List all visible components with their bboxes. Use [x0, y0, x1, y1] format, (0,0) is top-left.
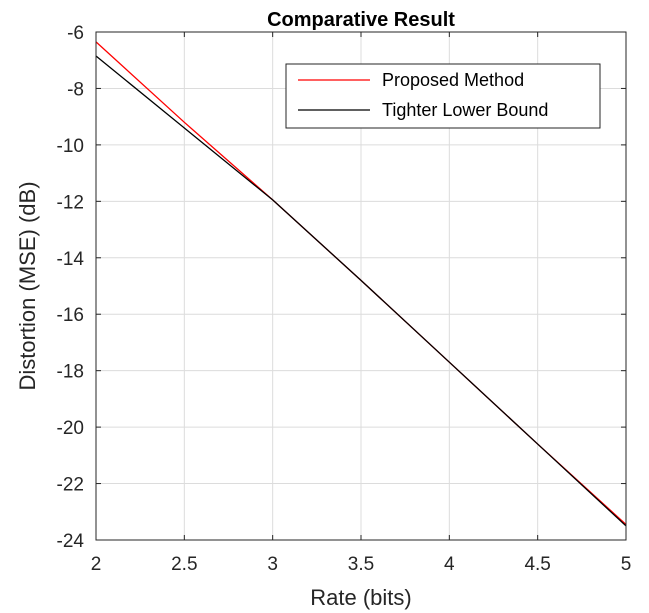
y-tick-label: -8	[67, 79, 84, 100]
x-tick-label: 3	[267, 554, 278, 575]
tick-marks	[95, 31, 627, 541]
series-line-1	[95, 55, 627, 527]
legend-box	[285, 63, 601, 129]
y-tick-label: -18	[57, 362, 84, 383]
legend-label-1: Tighter Lower Bound	[382, 100, 548, 120]
y-tick-label: -22	[57, 475, 84, 496]
legend-label-0: Proposed Method	[382, 70, 524, 90]
x-tick-labels: 2 2.5 3 3.5 4 4.5 5	[91, 554, 632, 575]
y-tick-label: -6	[67, 23, 84, 44]
x-axis-label: Rate (bits)	[310, 585, 411, 610]
y-tick-labels: -24 -22 -20 -18 -16 -14 -12 -10 -8 -6	[57, 23, 85, 552]
y-tick-label: -10	[57, 136, 84, 157]
y-tick-label: -16	[57, 305, 84, 326]
y-tick-label: -14	[57, 249, 85, 270]
x-tick-label: 3.5	[348, 554, 374, 575]
series-lines	[95, 41, 627, 527]
y-tick-label: -24	[57, 531, 85, 552]
y-tick-label: -20	[57, 418, 84, 439]
y-tick-label: -12	[57, 192, 84, 213]
x-tick-label: 2.5	[171, 554, 197, 575]
y-axis-label: Distortion (MSE) (dB)	[15, 181, 40, 390]
x-tick-label: 4	[444, 554, 455, 575]
x-tick-label: 2	[91, 554, 102, 575]
x-tick-label: 5	[621, 554, 632, 575]
x-tick-label: 4.5	[524, 554, 550, 575]
legend: Proposed Method Tighter Lower Bound	[285, 63, 601, 129]
chart-title: Comparative Result	[267, 9, 455, 31]
